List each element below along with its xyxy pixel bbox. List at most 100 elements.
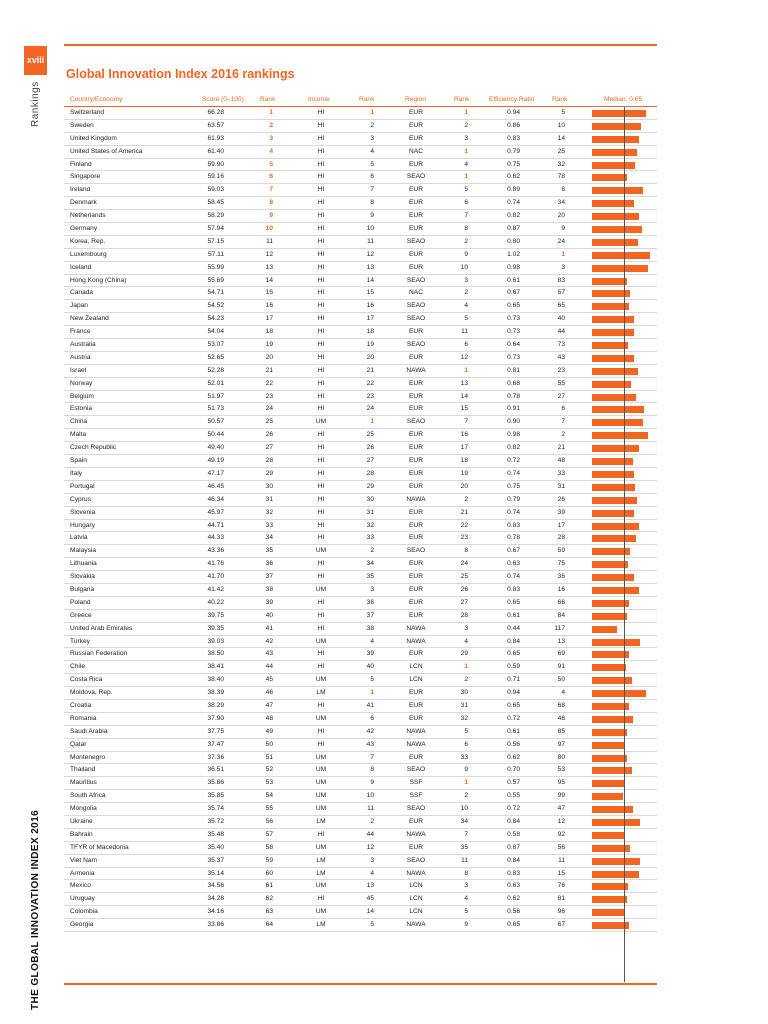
header-efficiency: Efficiency Ratio xyxy=(489,96,535,103)
cell-rank-income: 10 xyxy=(366,225,374,233)
cell-income: HI xyxy=(317,624,325,632)
cell-rank-income: 21 xyxy=(366,366,374,374)
cell-efficiency-ratio: 0.73 xyxy=(507,328,520,336)
cell-rank-region: 26 xyxy=(460,585,468,593)
cell-score: 35.48 xyxy=(207,830,224,838)
cell-rank-efficiency: 56 xyxy=(557,843,565,851)
table-row: Latvia 44.33 34 HI 33 EUR 23 0.78 28 xyxy=(64,532,657,546)
cell-rank-efficiency: 4 xyxy=(561,689,565,697)
cell-rank-efficiency: 20 xyxy=(557,212,565,220)
cell-efficiency-ratio: 0.57 xyxy=(507,779,520,787)
cell-income: HI xyxy=(317,469,325,477)
cell-income: UM xyxy=(315,766,327,774)
cell-country: Czech Republic xyxy=(70,444,117,452)
cell-rank-efficiency: 12 xyxy=(557,817,565,825)
cell-efficiency-ratio: 0.55 xyxy=(507,792,520,800)
table-row: Romania 37.90 48 UM 6 EUR 32 0.72 46 xyxy=(64,713,657,726)
cell-income: UM xyxy=(315,792,327,800)
cell-rank-region: 30 xyxy=(460,689,468,697)
cell-rank-overall: 54 xyxy=(265,792,273,800)
cell-score: 57.11 xyxy=(207,250,224,258)
cell-rank-income: 1 xyxy=(370,418,374,426)
cell-rank-overall: 52 xyxy=(265,766,273,774)
efficiency-bar xyxy=(592,702,629,710)
efficiency-bar xyxy=(592,741,624,749)
cell-income: HI xyxy=(317,701,325,709)
cell-rank-region: 7 xyxy=(464,212,468,220)
efficiency-bar xyxy=(592,483,635,491)
cell-rank-efficiency: 69 xyxy=(557,650,565,658)
efficiency-bar xyxy=(592,470,635,478)
cell-score: 39.03 xyxy=(207,637,224,645)
cell-rank-region: 6 xyxy=(464,341,468,349)
header-rank-income: Rank xyxy=(359,96,375,103)
cell-rank-region: 14 xyxy=(460,392,468,400)
cell-score: 38.40 xyxy=(207,676,224,684)
cell-income: HI xyxy=(317,740,325,748)
cell-efficiency-ratio: 0.44 xyxy=(507,624,520,632)
cell-income: HI xyxy=(317,341,325,349)
cell-score: 54.23 xyxy=(207,315,224,323)
table-row: Turkey 39.03 42 UM 4 NAWA 4 0.84 13 xyxy=(64,636,657,649)
cell-country: Norway xyxy=(70,379,93,387)
efficiency-bar xyxy=(592,909,624,917)
cell-rank-income: 30 xyxy=(366,495,374,503)
cell-rank-efficiency: 8 xyxy=(561,186,565,194)
table-row: United States of America 61.40 4 HI 4 NAC 1 0.7… xyxy=(64,146,657,159)
cell-score: 51.97 xyxy=(207,392,224,400)
cell-efficiency-ratio: 0.56 xyxy=(507,908,520,916)
cell-country: Turkey xyxy=(70,637,90,645)
table-row: United Arab Emirates 39.35 41 HI 38 NAWA 3 0.44… xyxy=(64,623,657,636)
cell-region: NAWA xyxy=(406,624,426,632)
cell-rank-region: 4 xyxy=(464,302,468,310)
cell-efficiency-ratio: 0.67 xyxy=(507,547,520,555)
table-row: Canada 54.71 15 HI 15 NAC 2 0.67 57 xyxy=(64,287,657,301)
cell-score: 38.29 xyxy=(207,701,224,709)
cell-country: Thailand xyxy=(70,766,96,774)
cell-country: Georgia xyxy=(70,921,94,929)
table-row: Bahrain 35.48 57 HI 44 NAWA 7 0.58 92 xyxy=(64,829,657,842)
cell-region: EUR xyxy=(409,109,423,116)
table-row: Cyprus 46.34 31 HI 30 NAWA 2 0.79 26 xyxy=(64,494,657,507)
cell-income: LM xyxy=(316,869,326,877)
table-row: Switzerland 66.28 1 HI 1 EUR 1 0.94 5 xyxy=(64,107,657,120)
cell-efficiency-ratio: 0.67 xyxy=(507,289,520,297)
cell-rank-efficiency: 24 xyxy=(557,237,565,245)
cell-rank-income: 33 xyxy=(366,534,374,542)
table-row: Hong Kong (China) 55.69 14 HI 14 SEAO 3 0.61 83 xyxy=(64,275,657,288)
cell-rank-efficiency: 67 xyxy=(557,921,565,929)
cell-rank-region: 32 xyxy=(460,714,468,722)
cell-rank-efficiency: 78 xyxy=(557,173,565,181)
cell-score: 57.94 xyxy=(207,225,224,233)
cell-country: Poland xyxy=(70,598,91,606)
cell-rank-income: 42 xyxy=(366,727,374,735)
cell-score: 53.07 xyxy=(207,341,224,349)
cell-rank-overall: 27 xyxy=(265,444,273,452)
cell-country: Ireland xyxy=(70,186,91,194)
efficiency-bar xyxy=(592,638,640,646)
cell-rank-region: 12 xyxy=(460,353,468,361)
cell-region: EUR xyxy=(409,250,423,258)
cell-efficiency-ratio: 0.75 xyxy=(507,160,520,168)
efficiency-bar xyxy=(592,200,635,208)
cell-income: HI xyxy=(317,328,325,336)
cell-score: 38.50 xyxy=(207,650,224,658)
cell-score: 35.40 xyxy=(207,843,224,851)
cell-region: EUR xyxy=(409,353,423,361)
efficiency-bar xyxy=(592,522,640,530)
cell-score: 33.86 xyxy=(207,921,224,929)
cell-rank-income: 43 xyxy=(366,740,374,748)
efficiency-bar xyxy=(592,612,627,620)
cell-score: 52.28 xyxy=(207,366,224,374)
cell-rank-income: 13 xyxy=(366,263,374,271)
cell-country: Cyprus xyxy=(70,495,91,503)
cell-country: Malta xyxy=(70,431,87,439)
cell-country: Uruguay xyxy=(70,895,95,903)
cell-rank-region: 4 xyxy=(464,637,468,645)
cell-rank-overall: 60 xyxy=(265,869,273,877)
efficiency-bar xyxy=(592,226,642,234)
cell-rank-region: 20 xyxy=(460,482,468,490)
table-row: Denmark 58.45 8 HI 8 EUR 6 0.74 34 xyxy=(64,197,657,211)
cell-rank-efficiency: 97 xyxy=(557,740,565,748)
cell-rank-region: 27 xyxy=(460,598,468,606)
